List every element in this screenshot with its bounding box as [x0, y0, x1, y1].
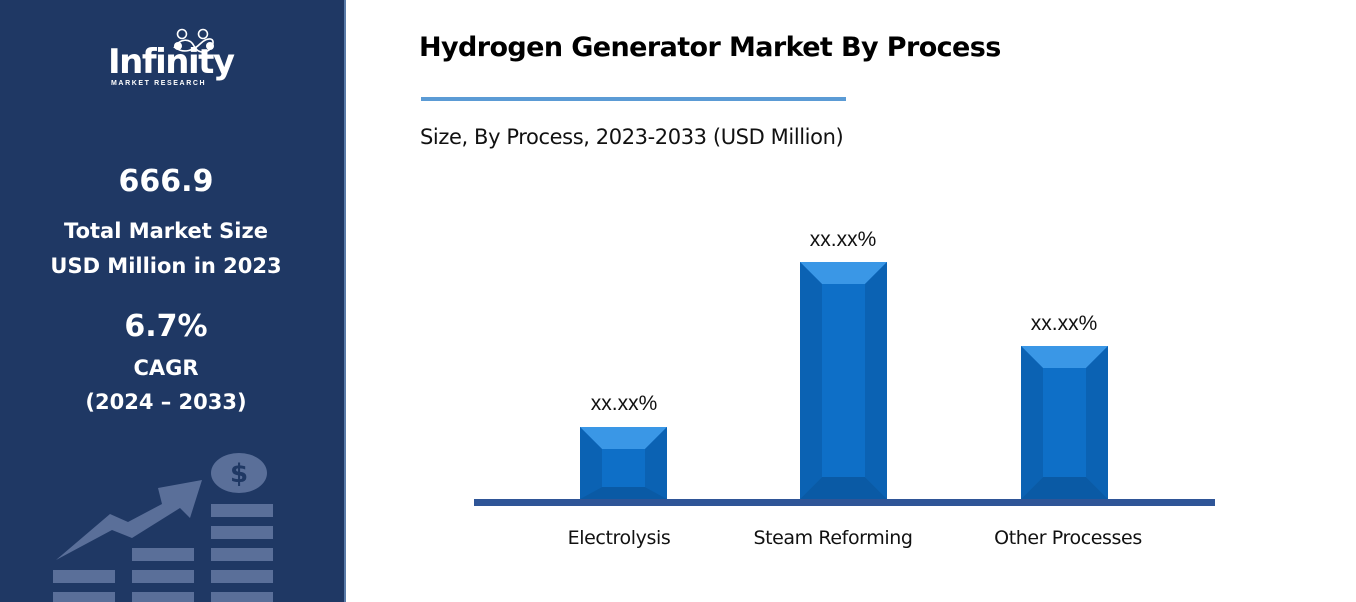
cagr-value: 6.7% [124, 309, 208, 344]
value-label-other-processes: xx.xx% [1030, 312, 1098, 335]
infinity-people-logo-icon [173, 28, 214, 53]
infinity-logo: Infinity MARKET RESEARCH [108, 28, 242, 92]
bar-electrolysis [580, 427, 667, 499]
bar-other-processes [1021, 346, 1108, 499]
chart-subtitle: Size, By Process, 2023-2033 (USD Million… [420, 125, 844, 149]
x-axis-line [474, 499, 1215, 506]
logo-tagline: MARKET RESEARCH [111, 80, 207, 87]
logo-wordmark: Infinity [108, 42, 235, 82]
summary-sidebar: Infinity MARKET RESEARCH 666.9 Total Mar… [0, 0, 346, 602]
category-label-other-processes: Other Processes [994, 527, 1142, 549]
cagr-label: CAGR [133, 356, 199, 380]
value-label-electrolysis: xx.xx% [590, 392, 658, 415]
title-underline [421, 97, 846, 101]
chart-title: Hydrogen Generator Market By Process [419, 32, 1001, 63]
market-size-label-2: USD Million in 2023 [50, 254, 282, 278]
market-size-value: 666.9 [118, 164, 214, 199]
category-label-steam-reforming: Steam Reforming [753, 527, 913, 549]
value-label-steam-reforming: xx.xx% [809, 228, 877, 251]
growth-chart-dollar-icon: $ [53, 453, 273, 602]
market-size-label-1: Total Market Size [64, 219, 268, 243]
svg-text:$: $ [230, 459, 248, 489]
cagr-period: (2024 – 2033) [85, 390, 247, 414]
category-label-electrolysis: Electrolysis [567, 527, 671, 549]
bar-steam-reforming [800, 262, 887, 499]
